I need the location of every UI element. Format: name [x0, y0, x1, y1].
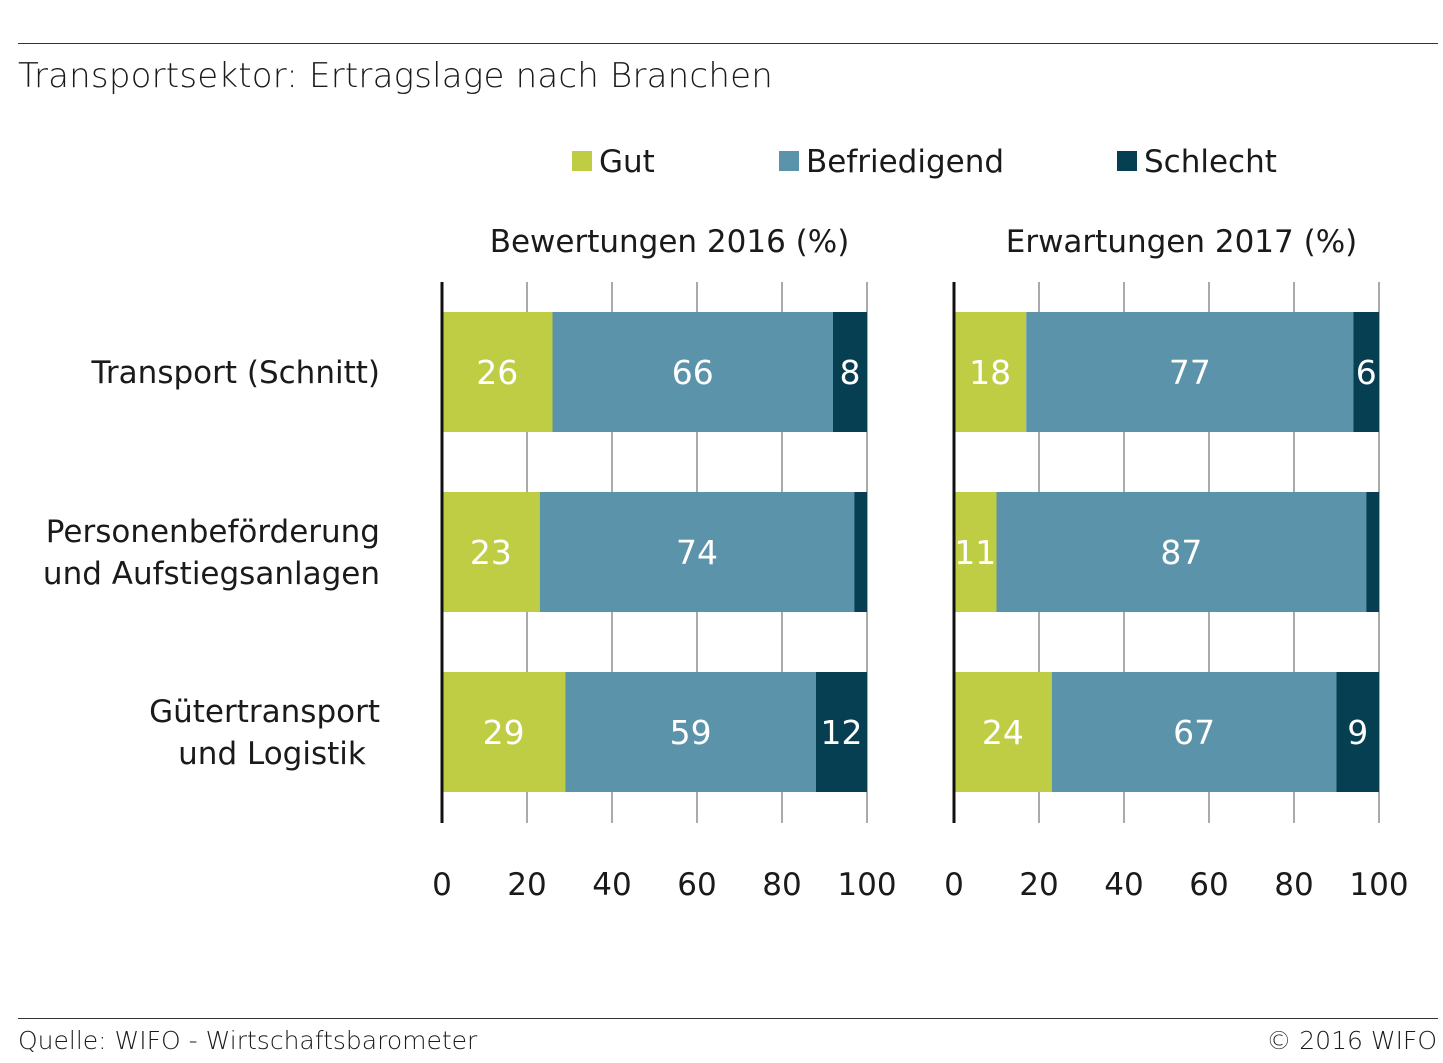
bar-2-1-schlecht: [1353, 312, 1379, 432]
bar-1-2-befriedigend: [539, 492, 855, 612]
data-label-1-3-schlecht: 12: [821, 713, 863, 752]
data-label-2-3-befriedigend: 67: [1173, 713, 1215, 752]
bar-2-2-befriedigend: [996, 492, 1367, 612]
category-label-2-1: Personenbeförderung: [46, 514, 380, 550]
tick-label-2-60: 60: [1189, 867, 1228, 903]
panel-title-2: Erwartungen 2017 (%): [1006, 224, 1358, 260]
stacked-bar-chart: Gut Befriedigend Schlecht Bewertungen 2016 …: [43, 144, 1409, 903]
bar-1-1-gut: [442, 312, 553, 432]
category-label-3-2: und Logistik: [178, 736, 366, 772]
data-label-2-1-schlecht: 6: [1356, 353, 1377, 392]
legend-label-schlecht: Schlecht: [1144, 144, 1277, 180]
category-label-1-1: Transport (Schnitt): [91, 355, 380, 391]
bar-1-3-gut: [442, 672, 566, 792]
data-label-1-1-gut: 26: [476, 353, 518, 392]
bar-2-2-gut: [954, 492, 997, 612]
data-label-1-1-befriedigend: 66: [672, 353, 714, 392]
tick-label-2-100: 100: [1349, 867, 1408, 903]
data-label-1-2-befriedigend: 74: [676, 533, 718, 572]
bar-1-2-schlecht: [854, 492, 867, 612]
tick-label-1-100: 100: [837, 867, 896, 903]
data-label-2-2-gut: 11: [954, 533, 996, 572]
bar-2-3-befriedigend: [1051, 672, 1337, 792]
bar-2-1-gut: [954, 312, 1027, 432]
tick-label-1-20: 20: [507, 867, 546, 903]
data-label-2-2-befriedigend: 87: [1160, 533, 1202, 572]
tick-label-1-40: 40: [592, 867, 631, 903]
tick-label-2-40: 40: [1104, 867, 1143, 903]
bar-2-3-schlecht: [1336, 672, 1379, 792]
data-label-1-3-gut: 29: [483, 713, 525, 752]
legend-swatch-befriedigend: [779, 151, 799, 171]
tick-label-2-20: 20: [1019, 867, 1058, 903]
bar-1-3-befriedigend: [565, 672, 816, 792]
data-label-2-1-gut: 18: [969, 353, 1011, 392]
chart-title: Transportsektor: Ertragslage nach Branch…: [18, 56, 773, 96]
bar-2-1-befriedigend: [1026, 312, 1354, 432]
bar-1-1-schlecht: [833, 312, 867, 432]
legend-label-gut: Gut: [599, 144, 655, 180]
category-label-3-1: Gütertransport: [149, 694, 380, 730]
bar-1-2-gut: [442, 492, 540, 612]
legend-swatch-gut: [572, 151, 592, 171]
data-label-2-3-schlecht: 9: [1347, 713, 1368, 752]
tick-label-2-0: 0: [944, 867, 964, 903]
tick-label-1-0: 0: [432, 867, 452, 903]
panel-title-1: Bewertungen 2016 (%): [490, 224, 850, 260]
legend-swatch-schlecht: [1117, 151, 1137, 171]
bar-2-3-gut: [954, 672, 1052, 792]
data-label-1-3-befriedigend: 59: [670, 713, 712, 752]
data-label-1-1-schlecht: 8: [840, 353, 861, 392]
top-rule: [18, 43, 1438, 44]
source-note: Quelle: WIFO - Wirtschaftsbarometer: [18, 1026, 478, 1055]
data-label-2-1-befriedigend: 77: [1169, 353, 1211, 392]
bottom-rule: [18, 1018, 1438, 1019]
data-label-1-2-gut: 23: [470, 533, 512, 572]
bar-1-3-schlecht: [816, 672, 867, 792]
tick-label-2-80: 80: [1274, 867, 1313, 903]
legend-label-befriedigend: Befriedigend: [806, 144, 1004, 180]
data-label-2-3-gut: 24: [982, 713, 1024, 752]
copyright-note: © 2016 WIFO: [1266, 1026, 1437, 1055]
tick-label-1-60: 60: [677, 867, 716, 903]
category-label-2-2: und Aufstiegsanlagen: [43, 556, 380, 592]
bar-1-1-befriedigend: [552, 312, 833, 432]
tick-label-1-80: 80: [762, 867, 801, 903]
bar-2-2-schlecht: [1366, 492, 1379, 612]
